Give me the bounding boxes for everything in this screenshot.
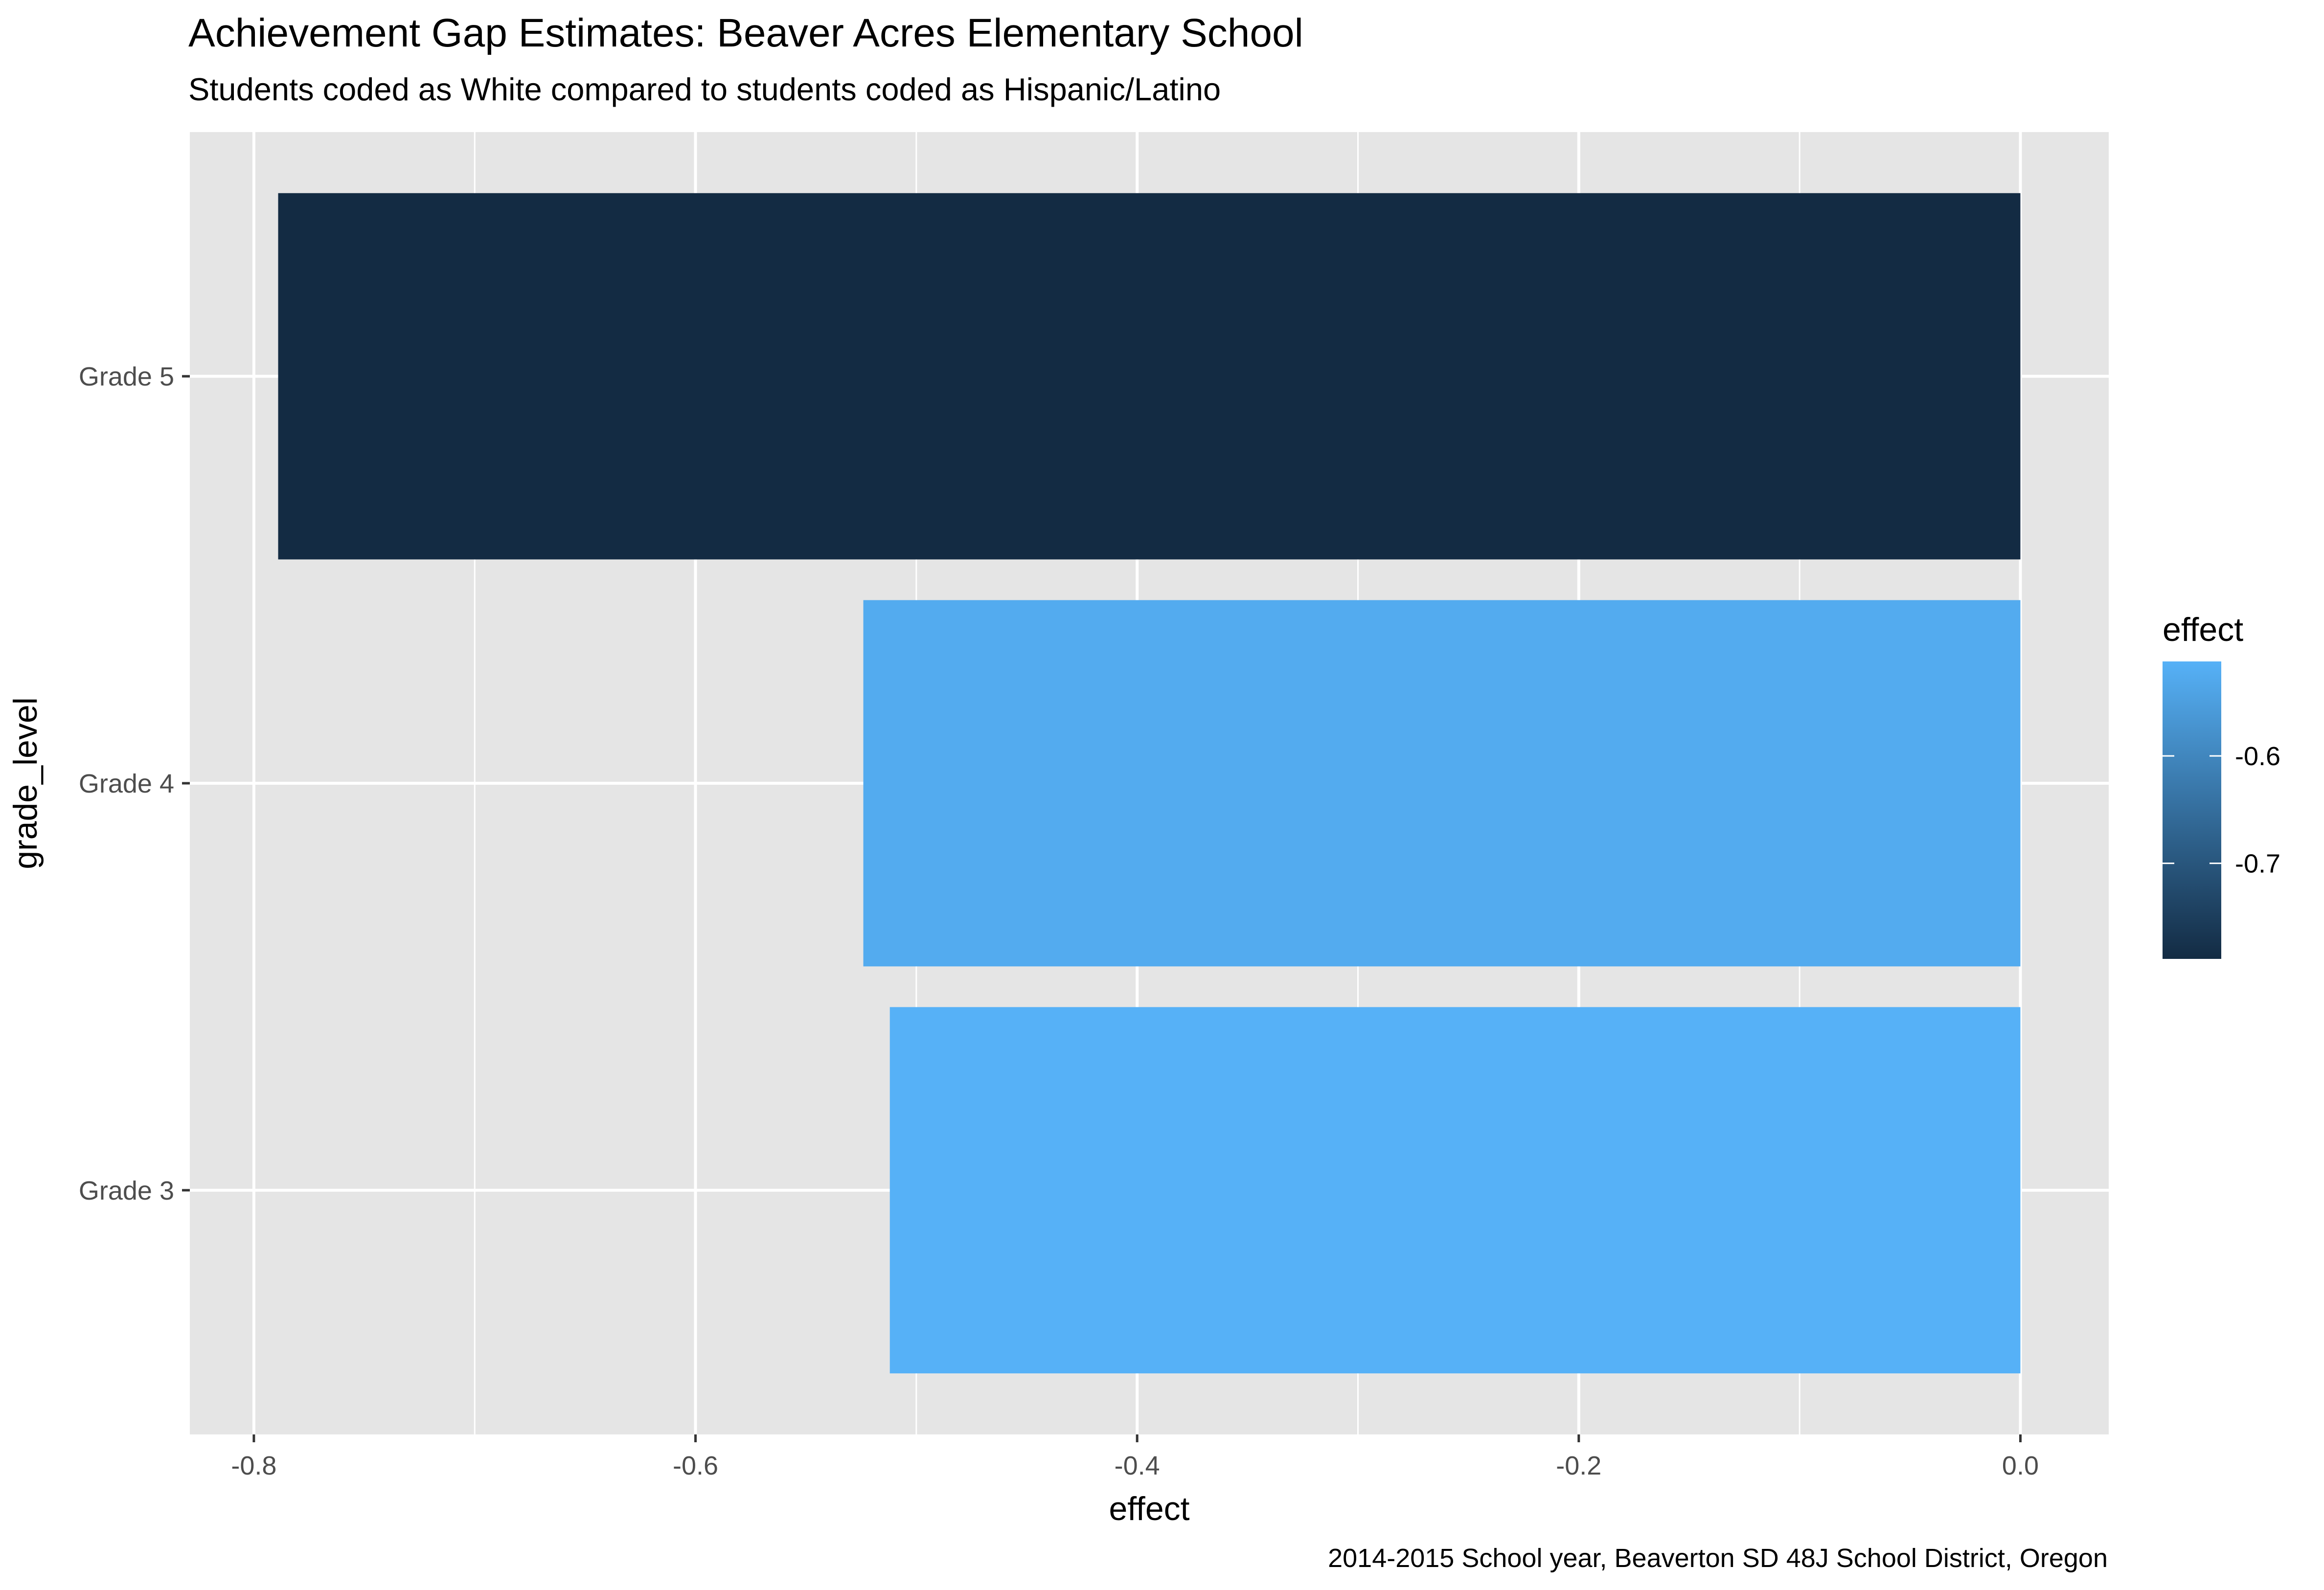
x-tick-label: 0.0 [2002,1451,2039,1480]
x-tick-label: -0.2 [1556,1451,1601,1480]
bars [278,193,2021,1374]
chart-caption: 2014-2015 School year, Beaverton SD 48J … [1328,1544,2108,1573]
x-tick-label: -0.6 [673,1451,718,1480]
legend-break-label: -0.6 [2235,742,2280,771]
legend-breaks: -0.7 -0.6 [2163,742,2280,879]
y-tick-label: Grade 5 [79,362,174,391]
x-axis: -0.8 -0.6 -0.4 -0.2 0.0 [231,1434,2039,1480]
y-axis-title: grade_level [7,697,44,869]
legend-break-label: -0.7 [2235,849,2280,879]
legend: effect -0.7 -0.6 [2163,611,2280,959]
chart-title: Achievement Gap Estimates: Beaver Acres … [188,11,1303,55]
legend-title: effect [2163,611,2243,648]
y-axis: Grade 3 Grade 4 Grade 5 [79,362,190,1205]
chart-subtitle: Students coded as White compared to stud… [188,71,1221,107]
bar-grade-3 [889,1007,2021,1374]
bar-grade-4 [863,600,2021,967]
legend-colorbar [2163,661,2221,959]
x-axis-title: effect [1109,1490,1189,1527]
bar-grade-5 [278,193,2021,560]
x-tick-label: -0.8 [231,1451,276,1480]
y-tick-label: Grade 3 [79,1176,174,1205]
x-tick-label: -0.4 [1115,1451,1160,1480]
y-tick-label: Grade 4 [79,769,174,798]
